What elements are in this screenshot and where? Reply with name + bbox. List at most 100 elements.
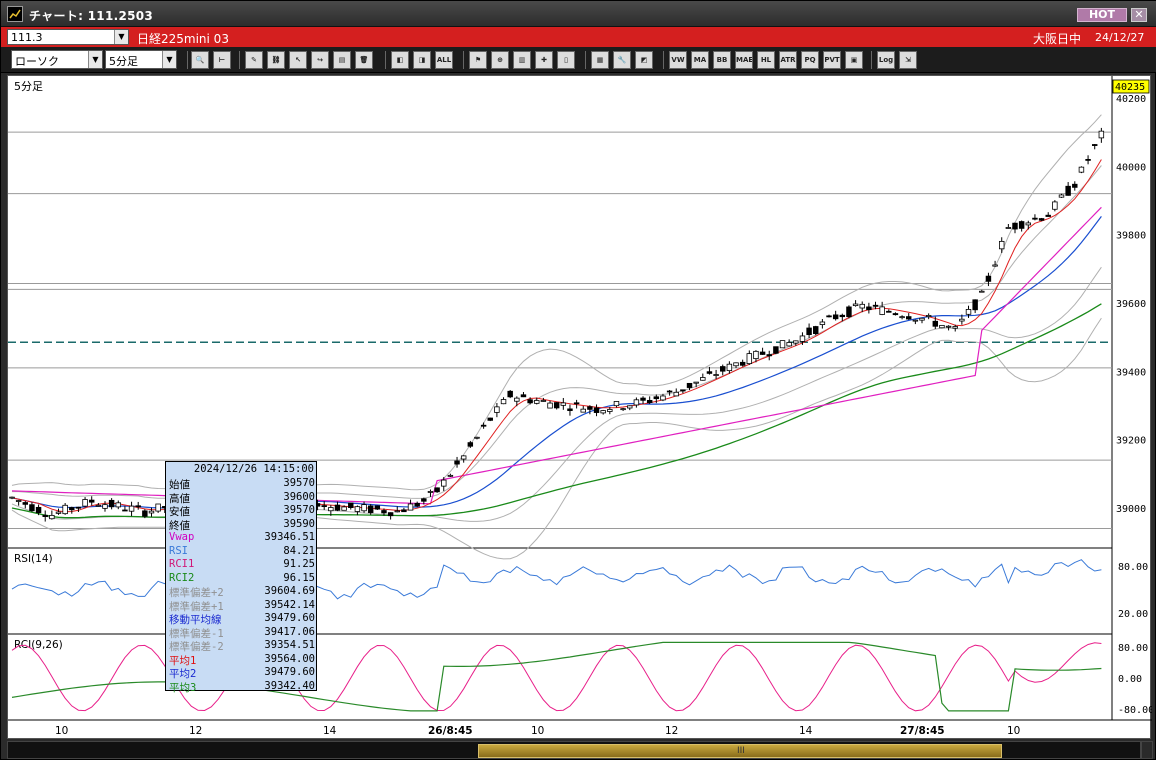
chevron-down-icon[interactable]: ▼ <box>88 51 102 68</box>
candle-body <box>341 506 347 511</box>
candle-body <box>866 306 872 311</box>
candle-body <box>55 511 62 514</box>
data-window-label: RSI <box>169 544 188 557</box>
candle-body <box>1065 185 1071 196</box>
bar-chart-icon[interactable]: ▥ <box>513 51 531 69</box>
candle-body <box>819 321 826 325</box>
hl-icon[interactable]: HL <box>757 51 775 69</box>
link-icon[interactable]: ⛓ <box>267 51 285 69</box>
pencil-icon[interactable]: ✎ <box>245 51 263 69</box>
vwap-icon[interactable]: VW <box>669 51 687 69</box>
candle-body <box>899 316 905 319</box>
price-chart-svg[interactable]: 40200 40000 39800 39600 39400 39200 39000 40235… <box>8 76 1152 740</box>
data-window-value: 39479.60 <box>264 612 315 624</box>
candle-body <box>799 335 806 342</box>
data-window-value: 96.15 <box>283 571 315 584</box>
candle-body <box>148 510 155 514</box>
candle-body <box>374 505 381 510</box>
candle-body <box>766 354 772 357</box>
box-icon[interactable]: ▣ <box>845 51 863 69</box>
symbol-code-value: 111.3 <box>11 31 43 44</box>
memo-icon[interactable]: ▤ <box>333 51 351 69</box>
candle-body <box>706 371 713 374</box>
zoom-icon[interactable]: 🔍 <box>191 51 209 69</box>
close-button[interactable]: ✕ <box>1131 8 1147 22</box>
toolbar-separator <box>385 51 386 69</box>
pvt-icon[interactable]: PVT <box>823 51 841 69</box>
data-window-row: 始値 39570 <box>169 477 315 491</box>
hot-badge[interactable]: HOT <box>1077 8 1127 22</box>
data-window-row: 標準偏差-1 39417.06 <box>169 626 315 640</box>
curve-icon[interactable]: ↪ <box>311 51 329 69</box>
chart-type-value: ローソク <box>15 55 59 68</box>
pointer-icon[interactable]: ↖ <box>289 51 307 69</box>
all-icon[interactable]: ALL <box>435 51 453 69</box>
candle-body <box>660 395 666 401</box>
pq-icon[interactable]: PQ <box>801 51 819 69</box>
candle-body <box>906 316 912 320</box>
candle-body <box>912 319 919 322</box>
candle-body <box>407 503 414 511</box>
candle-right-icon[interactable]: ◨ <box>413 51 431 69</box>
time-axis-label: 26/8:45 <box>428 725 473 737</box>
scroll-right-button[interactable] <box>1141 741 1153 759</box>
candle-body <box>620 408 626 411</box>
export-icon[interactable]: ⇲ <box>899 51 917 69</box>
bb-icon[interactable]: BB <box>713 51 731 69</box>
chevron-down-icon[interactable]: ▼ <box>162 51 176 68</box>
time-axis-label: 10 <box>531 725 544 737</box>
candle-body <box>972 299 978 311</box>
title-bar[interactable]: チャート: 111.2503 HOT ✕ <box>1 1 1156 27</box>
data-window-value: 39600 <box>283 490 315 503</box>
session-label: 大阪日中 <box>1033 32 1082 46</box>
atr-icon[interactable]: ATR <box>779 51 797 69</box>
data-window-row: 高値 39600 <box>169 490 315 505</box>
candle-body <box>832 314 839 320</box>
mae-icon[interactable]: MAE <box>735 51 753 69</box>
trash-icon[interactable]: 🗑 <box>355 51 373 69</box>
ma-icon[interactable]: MA <box>691 51 709 69</box>
candle-left-icon[interactable]: ◧ <box>391 51 409 69</box>
timeframe-select[interactable]: 5分足 ▼ <box>105 50 177 69</box>
rsi-label: RSI(14) <box>14 553 53 565</box>
data-window-row: 安値 39570 <box>169 504 315 518</box>
candle-add-icon[interactable]: ✚ <box>535 51 553 69</box>
candle-body <box>985 275 992 282</box>
candle-body <box>487 417 493 421</box>
candle-body <box>852 303 859 307</box>
bookmark-icon[interactable]: ⚑ <box>469 51 487 69</box>
data-window-row: RCI1 91.25 <box>169 558 315 571</box>
chart-type-select[interactable]: ローソク ▼ <box>11 50 103 69</box>
candle-body <box>514 397 520 402</box>
candle-body <box>29 504 35 512</box>
chevron-down-icon[interactable]: ▼ <box>114 30 128 44</box>
price-tick-label: 39000 <box>1116 504 1146 515</box>
palette-icon[interactable]: ◩ <box>635 51 653 69</box>
scroll-thumb[interactable]: III <box>478 744 1002 758</box>
log-icon[interactable]: Log <box>877 51 895 69</box>
cursor-line-icon[interactable]: ⊢ <box>213 51 231 69</box>
data-window-value: 39479.60 <box>264 666 315 678</box>
data-window-label: 高値 <box>169 492 190 505</box>
disabled-icon[interactable]: ▯ <box>557 51 575 69</box>
candle-body <box>879 306 885 315</box>
candle-body <box>965 309 972 315</box>
grid-icon[interactable]: ▦ <box>591 51 609 69</box>
wrench-icon[interactable]: 🔧 <box>613 51 631 69</box>
data-window-label: 移動平均線 <box>169 614 222 626</box>
symbol-code-select[interactable]: 111.3 ▼ <box>7 29 129 45</box>
candle-body <box>401 509 407 513</box>
candle-body <box>474 436 480 439</box>
candle-body <box>507 390 513 398</box>
candle-body <box>567 408 573 411</box>
data-window-label: Vwap <box>169 531 195 543</box>
candle-body <box>500 399 507 405</box>
time-scrollbar[interactable]: III <box>7 741 1141 759</box>
candle-body <box>587 406 593 410</box>
magnify-plus-icon[interactable]: ⊕ <box>491 51 509 69</box>
time-axis-label: 10 <box>55 725 68 737</box>
candle-body <box>35 506 42 514</box>
window-title: チャート: 111.2503 <box>29 9 154 23</box>
candle-body <box>839 314 846 318</box>
candle-body <box>720 366 726 372</box>
